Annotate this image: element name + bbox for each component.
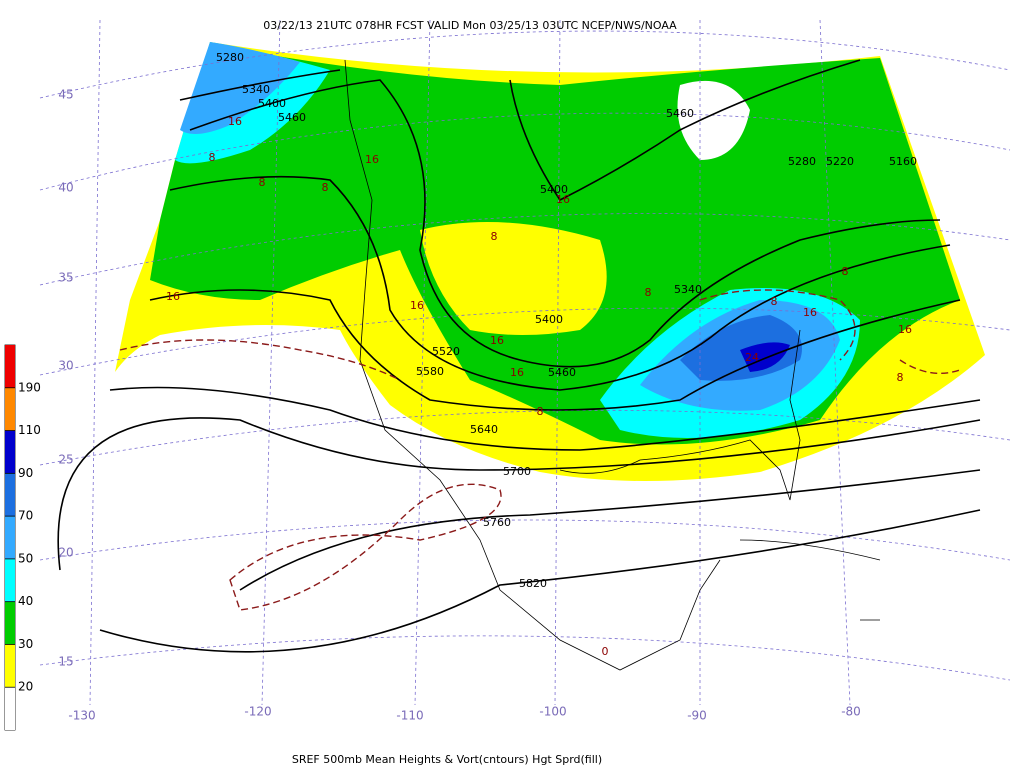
- height-label: 5280: [216, 51, 244, 64]
- colorbar-label: 30: [18, 637, 33, 651]
- height-label: 5400: [258, 97, 286, 110]
- height-label: 5460: [278, 111, 306, 124]
- height-label: 5400: [535, 313, 563, 326]
- colorbar-segment: [5, 430, 15, 474]
- height-label: 5640: [470, 423, 498, 436]
- colorbar-label: 40: [18, 594, 33, 608]
- vorticity-label: 8: [322, 181, 329, 194]
- height-label: 5220: [826, 155, 854, 168]
- height-label: 5460: [548, 366, 576, 379]
- vorticity-label: 16: [510, 366, 524, 379]
- vorticity-label: 16: [803, 306, 817, 319]
- colorbar-segment: [5, 345, 15, 388]
- vorticity-label: 16: [166, 290, 180, 303]
- vorticity-label: 16: [556, 193, 570, 206]
- vorticity-label: 16: [365, 153, 379, 166]
- vorticity-contours: [119, 289, 961, 611]
- height-label: 5160: [889, 155, 917, 168]
- vorticity-label: 8: [897, 371, 904, 384]
- spread-yellow-in: [420, 222, 607, 335]
- colorbar-segment: [5, 387, 15, 431]
- colorbar-segment: [5, 644, 15, 688]
- spread-white-ne: [677, 80, 750, 160]
- colorbar-label: 20: [18, 680, 33, 694]
- height-label: 5820: [519, 577, 547, 590]
- vorticity-label: 16: [490, 334, 504, 347]
- vorticity-label: 8: [771, 295, 778, 308]
- height-contours: [57, 59, 981, 653]
- colorbar-label: 190: [18, 380, 41, 394]
- colorbar-segment: [5, 558, 15, 602]
- longitude-label: -110: [396, 709, 423, 723]
- caption: SREF 500mb Mean Heights & Vort(cntours) …: [292, 753, 602, 766]
- height-label: 5400: [540, 183, 568, 196]
- vorticity-label: 16: [410, 299, 424, 312]
- longitude-label: -100: [539, 705, 566, 719]
- height-label: 5340: [674, 283, 702, 296]
- height-label: 5580: [416, 365, 444, 378]
- latitude-label: 40: [58, 181, 73, 195]
- vorticity-label: 8: [537, 405, 544, 418]
- colorbar-segment: [5, 601, 15, 645]
- height-label: 5460: [666, 107, 694, 120]
- colorbar-label: 110: [18, 423, 41, 437]
- title: 03/22/13 21UTC 078HR FCST VALID Mon 03/2…: [263, 19, 677, 32]
- height-label: 5340: [242, 83, 270, 96]
- latitude-label: 30: [58, 359, 73, 373]
- latitude-label: 45: [58, 88, 73, 102]
- latitude-label: 15: [58, 655, 73, 669]
- latitude-label: 25: [58, 453, 73, 467]
- colorbar-label: 50: [18, 551, 33, 565]
- vorticity-label: 8: [842, 265, 849, 278]
- vorticity-label: 8: [645, 286, 652, 299]
- height-label: 5760: [483, 516, 511, 529]
- height-label: 5700: [503, 465, 531, 478]
- vorticity-label: 16: [228, 115, 242, 128]
- colorbar-segment: [5, 687, 15, 730]
- vorticity-label: 16: [898, 323, 912, 336]
- vorticity-label: 8: [209, 151, 216, 164]
- longitude-label: -80: [841, 705, 861, 719]
- height-label: 5520: [432, 345, 460, 358]
- vorticity-label: 8: [259, 176, 266, 189]
- colorbar-label: 70: [18, 509, 33, 523]
- colorbar-label: 90: [18, 466, 33, 480]
- colorbar-segment: [5, 516, 15, 559]
- height-label: 5280: [788, 155, 816, 168]
- coastline: [344, 59, 881, 671]
- spread-dblue: [740, 342, 790, 372]
- vorticity-label: 24: [745, 351, 759, 364]
- longitude-label: -90: [687, 709, 707, 723]
- vorticity-label: 8: [491, 230, 498, 243]
- vorticity-label: 0: [602, 645, 609, 658]
- longitude-label: -130: [68, 709, 95, 723]
- latitude-label: 35: [58, 271, 73, 285]
- longitude-label: -120: [244, 705, 271, 719]
- colorbar-segment: [5, 473, 15, 517]
- latitude-label: 20: [58, 546, 73, 560]
